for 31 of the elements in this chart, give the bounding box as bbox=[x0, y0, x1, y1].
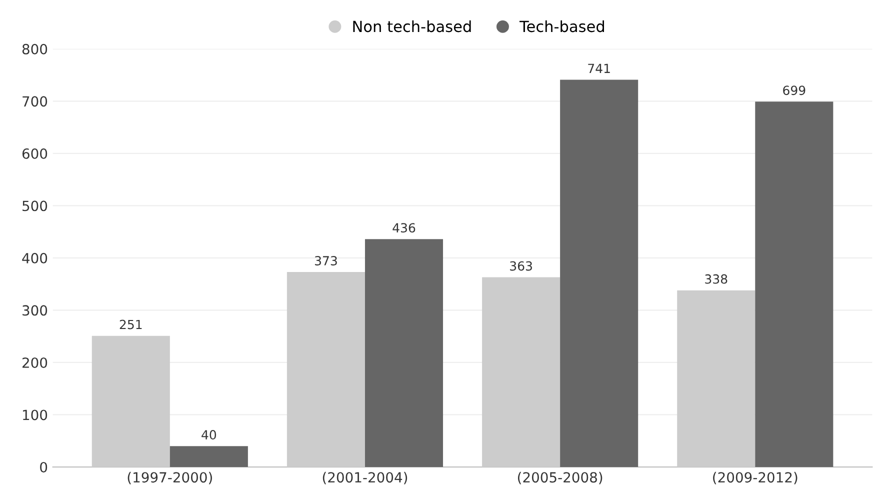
data-label: 436 bbox=[392, 223, 416, 233]
bar bbox=[364, 239, 444, 467]
y-tick-label: 600 bbox=[22, 148, 48, 159]
y-tick-label: 200 bbox=[22, 357, 48, 368]
y-tick-label: 300 bbox=[22, 305, 48, 316]
y-tick-label: 0 bbox=[40, 462, 48, 472]
data-label: 40 bbox=[202, 430, 216, 440]
bar bbox=[92, 336, 170, 467]
data-label: 251 bbox=[120, 320, 142, 330]
legend-label: Non tech-based bbox=[353, 20, 471, 32]
y-tick-label: 500 bbox=[22, 200, 48, 212]
legend-label: Tech-based bbox=[519, 20, 604, 32]
bar bbox=[286, 272, 365, 467]
data-label: 373 bbox=[314, 256, 337, 266]
bar bbox=[170, 446, 248, 467]
y-tick-label: 100 bbox=[23, 410, 48, 420]
data-label: 338 bbox=[705, 274, 728, 284]
y-tick-label: 400 bbox=[22, 252, 48, 264]
bar bbox=[677, 290, 756, 467]
bar bbox=[482, 277, 560, 467]
x-tick-label: (2001-2004) bbox=[322, 472, 408, 484]
y-tick-label: 800 bbox=[22, 44, 48, 54]
x-tick-label: (2009-2012) bbox=[713, 472, 798, 484]
data-label: 363 bbox=[510, 261, 532, 271]
bar bbox=[560, 80, 638, 467]
y-tick-label: 700 bbox=[22, 96, 48, 107]
bar bbox=[755, 102, 834, 467]
data-label: 699 bbox=[783, 86, 806, 96]
x-tick-label: (2005-2008) bbox=[518, 472, 602, 484]
x-tick-label: (1997-2000) bbox=[128, 472, 212, 484]
data-label: 741 bbox=[588, 64, 610, 73]
